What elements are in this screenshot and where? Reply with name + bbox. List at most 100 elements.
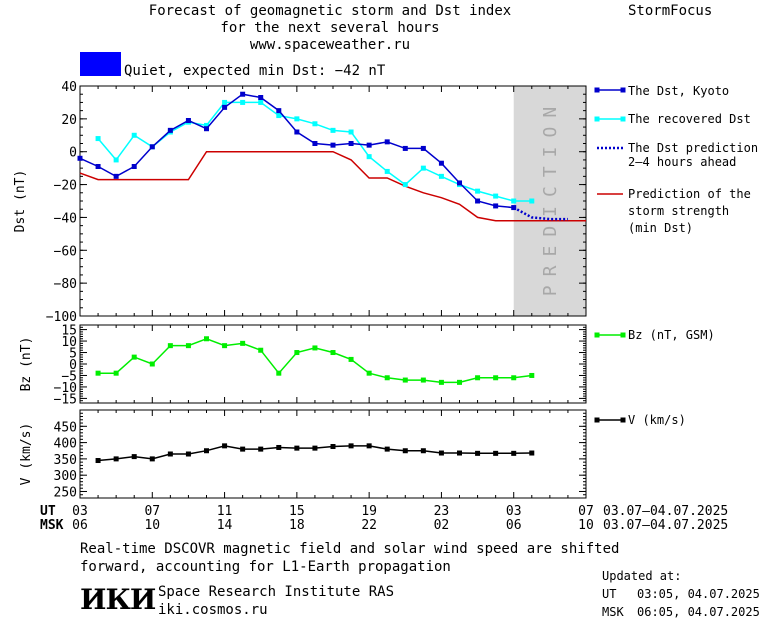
updated-msk: MSK 06:05, 04.07.2025 bbox=[602, 603, 760, 621]
v-point bbox=[438, 450, 444, 456]
msk-tick-label: 18 bbox=[289, 518, 305, 533]
updated-ut-label: UT bbox=[602, 587, 617, 601]
legend-bz: Bz (nT, GSM) bbox=[628, 328, 715, 342]
recovered-dst-point bbox=[402, 182, 408, 188]
ut-tick-label: 03 bbox=[72, 504, 88, 519]
bz-point bbox=[149, 361, 155, 367]
v-point bbox=[330, 444, 336, 450]
recovered-dst-point bbox=[131, 132, 137, 138]
v-point bbox=[312, 445, 318, 451]
y-tick-label: −40 bbox=[54, 211, 77, 226]
y-tick-label: 5 bbox=[69, 347, 77, 362]
bz-point bbox=[402, 377, 408, 383]
recovered-dst-point bbox=[330, 127, 336, 133]
dst-kyoto-point bbox=[131, 164, 137, 169]
legend-bz-swatch-point bbox=[620, 332, 626, 338]
bz-point bbox=[348, 356, 354, 362]
legend-dst-kyoto-swatch-point bbox=[594, 87, 600, 93]
legend-recovered-swatch-point bbox=[620, 116, 626, 122]
y-tick-label: −80 bbox=[54, 277, 77, 292]
chart-title: Forecast of geomagnetic storm and Dst in… bbox=[100, 3, 560, 54]
v-point bbox=[294, 445, 300, 451]
y-tick-label: −15 bbox=[54, 392, 77, 407]
dst-kyoto-point bbox=[294, 129, 300, 135]
dst-kyoto-point bbox=[204, 126, 209, 132]
institute-name: Space Research Institute RAS bbox=[158, 584, 395, 600]
dst-kyoto-point bbox=[420, 145, 426, 151]
recovered-dst-point bbox=[312, 121, 318, 127]
v-point bbox=[204, 448, 209, 454]
dst-kyoto-point bbox=[113, 173, 119, 179]
ut-tick-label: 07 bbox=[578, 504, 594, 519]
y-tick-label: −5 bbox=[61, 369, 77, 384]
bz-point bbox=[438, 379, 444, 385]
dst-kyoto-point bbox=[312, 141, 318, 146]
footer-note: Real-time DSCOVR magnetic field and sola… bbox=[80, 540, 619, 576]
ut-tick-label: 03 bbox=[506, 504, 522, 519]
recovered-dst-point bbox=[276, 113, 282, 119]
dst-kyoto-point bbox=[258, 95, 264, 100]
recovered-dst-point bbox=[222, 99, 228, 105]
v-point bbox=[420, 448, 426, 454]
prediction-band-label: PREDICTION bbox=[540, 98, 561, 296]
recovered-dst-point bbox=[113, 157, 119, 163]
recovered-dst-point bbox=[384, 168, 390, 174]
dst-kyoto-point bbox=[457, 180, 462, 186]
msk-tick-label: 06 bbox=[72, 518, 88, 533]
y-tick-label: −20 bbox=[54, 179, 77, 194]
v-point bbox=[457, 450, 462, 456]
y-tick-label: 0 bbox=[69, 358, 77, 373]
dst-kyoto-point bbox=[348, 141, 354, 146]
y-tick-label: 250 bbox=[54, 485, 77, 500]
status-swatch bbox=[80, 52, 121, 76]
msk-row-label: MSK bbox=[40, 518, 64, 533]
bz-point bbox=[366, 370, 372, 376]
v-point bbox=[402, 448, 408, 454]
updated-ut: UT 03:05, 04.07.2025 bbox=[602, 585, 760, 603]
y-tick-label: 20 bbox=[61, 113, 77, 128]
updated-msk-value: 06:05, 04.07.2025 bbox=[637, 605, 760, 619]
y-tick-label: 40 bbox=[61, 80, 77, 95]
update-block: Updated at: UT 03:05, 04.07.2025 MSK 06:05… bbox=[602, 567, 760, 621]
dst-kyoto-point bbox=[493, 203, 499, 209]
updated-label: Updated at: bbox=[602, 569, 682, 583]
iki-logo: ИКИ bbox=[80, 583, 156, 616]
legend-prediction-1: The Dst prediction bbox=[628, 141, 758, 155]
recovered-dst-point bbox=[511, 198, 517, 204]
v-point bbox=[258, 446, 264, 452]
institute-site[interactable]: iki.cosmos.ru bbox=[158, 602, 268, 618]
bz-point bbox=[222, 343, 228, 349]
recovered-dst-point bbox=[475, 188, 481, 194]
y-tick-label: −10 bbox=[54, 381, 77, 396]
legend-dst-kyoto: The Dst, Kyoto bbox=[628, 84, 729, 98]
bz-point bbox=[384, 375, 390, 381]
dst-kyoto-point bbox=[185, 118, 191, 123]
recovered-dst-point bbox=[204, 122, 209, 128]
v-point bbox=[529, 450, 535, 456]
bz-point bbox=[294, 350, 300, 356]
y-tick-label: 10 bbox=[61, 335, 77, 350]
v-point bbox=[475, 450, 481, 456]
legend-v-swatch-point bbox=[594, 417, 600, 423]
bz-point bbox=[113, 370, 119, 376]
updated-ut-value: 03:05, 04.07.2025 bbox=[637, 587, 760, 601]
v-point bbox=[276, 444, 282, 450]
title-line-2: for the next several hours bbox=[220, 20, 440, 36]
recovered-dst-point bbox=[294, 116, 300, 122]
legend-v-swatch-point bbox=[620, 417, 626, 423]
y-tick-label: 350 bbox=[54, 453, 77, 468]
brand-label: StormFocus bbox=[628, 3, 713, 19]
ut-tick-label: 23 bbox=[434, 504, 450, 519]
msk-tick-label: 02 bbox=[434, 518, 450, 533]
dst-kyoto-point bbox=[222, 104, 228, 110]
v-point bbox=[185, 451, 191, 457]
ut-tick-label: 19 bbox=[361, 504, 377, 519]
bz-point bbox=[131, 354, 137, 360]
ut-tick-label: 07 bbox=[144, 504, 160, 519]
v-point bbox=[366, 443, 372, 449]
bz-point bbox=[276, 370, 282, 376]
legend-storm-1: Prediction of the bbox=[628, 187, 751, 201]
v-point bbox=[95, 458, 101, 464]
y-tick-label: 300 bbox=[54, 469, 77, 484]
dst-kyoto-point bbox=[438, 160, 444, 166]
